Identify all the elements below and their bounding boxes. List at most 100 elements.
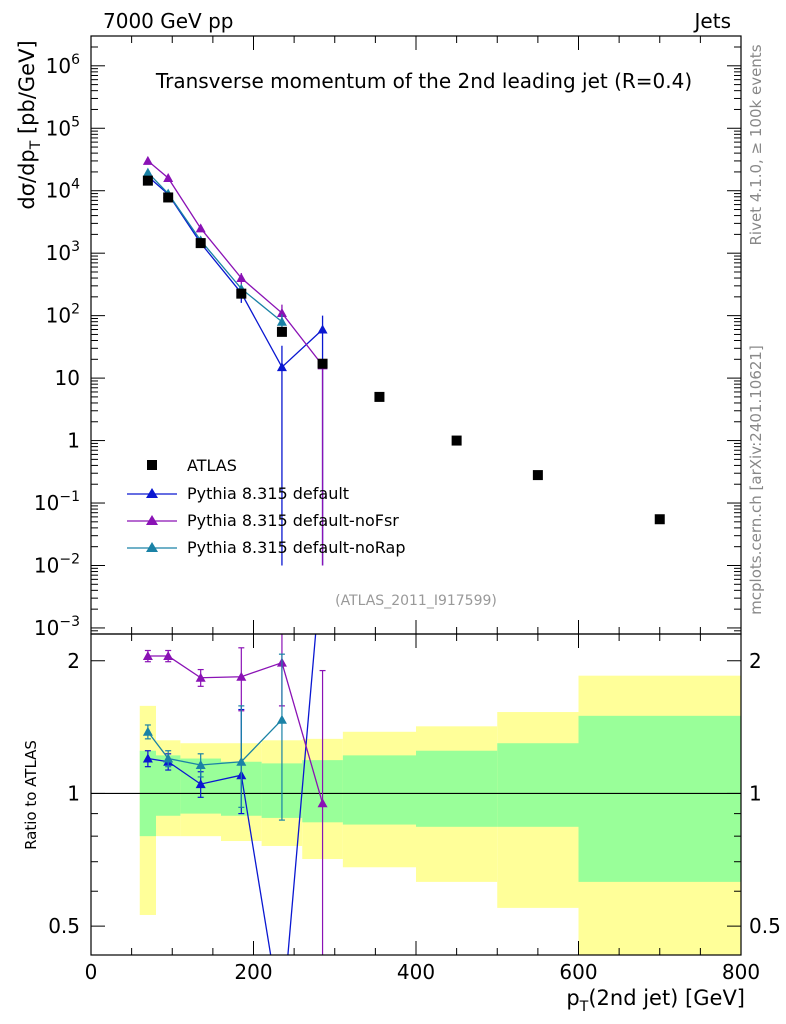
- main-ytick-label-exp-4: 2: [71, 302, 80, 318]
- main-ytick-label-exp-0: 6: [71, 52, 80, 68]
- ratio-series-1-point-5: [317, 798, 328, 808]
- main-data-point-7: [451, 435, 462, 446]
- main-ytick-label-4: 102: [46, 302, 80, 328]
- main-series-1-point-2: [195, 223, 206, 233]
- ratio-series-1-line: [147, 655, 324, 804]
- main-ytick-label-base-6: 1: [67, 429, 80, 453]
- main-ytick-label-base-7: 10: [34, 491, 59, 515]
- main-ytick-label-9: 10−3: [34, 614, 80, 640]
- main-series-2-point-0: [142, 167, 153, 177]
- legend-marker-default: [146, 488, 158, 498]
- ratio-uncertainty-bands: [91, 675, 741, 955]
- legend-label-norap: Pythia 8.315 default-noRap: [187, 538, 405, 557]
- main-ytick-label-exp-2: 4: [71, 177, 80, 193]
- ratio-xtick-label-2: 400: [397, 960, 435, 984]
- main-series-0-point-4: [276, 362, 287, 372]
- energy-label: 7000 GeV pp: [103, 9, 234, 33]
- main-data-point-4: [276, 326, 287, 337]
- main-ytick-label-2: 104: [46, 177, 80, 203]
- main-series-1-point-1: [163, 172, 174, 182]
- main-data-point-2: [195, 238, 206, 249]
- ratio-series-2-point-4: [276, 714, 287, 724]
- main-data-point-6: [374, 391, 385, 402]
- main-series-2-point-4: [276, 316, 287, 326]
- main-ytick-label-8: 10−2: [34, 551, 80, 577]
- main-data-point-9: [654, 514, 665, 525]
- ratio-ytick-label-right-2: 0.5: [749, 914, 781, 938]
- main-ytick-label-exp-7: −1: [59, 489, 80, 505]
- ratio-band-green-8: [497, 743, 579, 827]
- main-ytick-label-exp-3: 3: [71, 239, 80, 255]
- ratio-plot-marks: [142, 634, 328, 955]
- ratio-xtick-label-1: 200: [234, 960, 272, 984]
- main-series-1-point-3: [236, 273, 247, 283]
- legend-marker-atlas: [147, 460, 157, 470]
- rivet-side-label: Rivet 4.1.0, ≥ 100k events: [747, 44, 765, 245]
- x-axis-label-text: p: [566, 986, 579, 1010]
- main-ytick-label-6: 1: [67, 429, 80, 453]
- main-ytick-label-exp-8: −2: [59, 551, 80, 567]
- main-data-point-3: [236, 288, 247, 299]
- ratio-series-2-point-3: [236, 756, 247, 766]
- ratio-ytick-label-right-1: 1: [749, 781, 762, 805]
- main-y-axis-label-sub: T: [28, 140, 44, 150]
- main-ytick-label-7: 10−1: [34, 489, 80, 515]
- legend-label-atlas: ATLAS: [187, 456, 237, 475]
- main-series-0-line: [147, 175, 324, 369]
- ratio-x-axis-label: pT(2nd jet) [GeV]: [566, 986, 745, 1015]
- main-ytick-label-base-5: 10: [55, 366, 80, 390]
- ratio-xtick-label-0: 0: [85, 960, 98, 984]
- main-ytick-label-exp-1: 5: [71, 114, 80, 130]
- analysis-id-label: (ATLAS_2011_I917599): [335, 593, 497, 609]
- main-data-point-1: [163, 192, 174, 203]
- main-series-1-point-4: [276, 308, 287, 318]
- ratio-xtick-label-4: 800: [722, 960, 760, 984]
- ratio-ytick-label-left-1: 1: [67, 781, 80, 805]
- main-series-1-point-0: [142, 155, 153, 165]
- plot-title: Transverse momentum of the 2nd leading j…: [155, 69, 692, 93]
- legend-marker-nofsr: [146, 515, 158, 525]
- legend-label-default: Pythia 8.315 default: [187, 484, 349, 503]
- main-ytick-label-base-2: 10: [46, 179, 71, 203]
- ratio-series-1-point-0: [142, 651, 153, 661]
- x-axis-label-sub: T: [579, 999, 589, 1015]
- legend-label-nofsr: Pythia 8.315 default-noFsr: [187, 511, 399, 530]
- ratio-series-1-point-1: [163, 651, 174, 661]
- category-label: Jets: [693, 9, 731, 33]
- main-ytick-label-base-1: 10: [46, 116, 71, 140]
- main-series-0-point-5: [317, 324, 328, 334]
- main-data-point-8: [532, 470, 543, 481]
- ratio-ytick-label-left-0: 2: [67, 649, 80, 673]
- main-y-axis-label-text: dσ/dp: [15, 149, 39, 209]
- main-y-axis-label: dσ/dpT [pb/GeV]: [15, 40, 44, 209]
- ratio-series-1-point-3: [236, 671, 247, 681]
- main-ytick-label-base-8: 10: [34, 553, 59, 577]
- main-ytick-label-base-9: 10: [34, 616, 59, 640]
- ratio-series-1-point-2: [195, 672, 206, 682]
- main-ytick-label-1: 105: [46, 114, 80, 140]
- main-ytick-label-5: 10: [55, 366, 80, 390]
- main-ytick-label-exp-9: −3: [59, 614, 80, 630]
- ratio-series-2-point-2: [195, 760, 206, 770]
- ratio-ytick-label-right-0: 2: [749, 649, 762, 673]
- main-data-point-0: [142, 175, 153, 186]
- ratio-series-2-point-1: [163, 753, 174, 763]
- mcplots-side-label: mcplots.cern.ch [arXiv:2401.10621]: [747, 345, 765, 615]
- legend-marker-norap: [146, 542, 158, 552]
- x-axis-label-rest: (2nd jet) [GeV]: [588, 986, 745, 1010]
- main-ytick-label-3: 103: [46, 239, 80, 265]
- ratio-band-green-9: [578, 715, 741, 882]
- main-series-1-line: [147, 160, 324, 366]
- legend: ATLAS Pythia 8.315 default Pythia 8.315 …: [127, 456, 405, 557]
- main-y-axis-label-unit: [pb/GeV]: [15, 40, 39, 140]
- main-plot-marks: [142, 155, 665, 566]
- ratio-series-0-point-0: [142, 753, 153, 763]
- ratio-band-green-7: [416, 750, 498, 827]
- ratio-y-axis-label: Ratio to ATLAS: [22, 740, 40, 850]
- main-ytick-label-base-3: 10: [46, 241, 71, 265]
- ratio-series-0-point-2: [195, 779, 206, 789]
- ratio-series-2-point-0: [142, 726, 153, 736]
- ratio-xtick-label-3: 600: [559, 960, 597, 984]
- main-ytick-label-base-0: 10: [46, 54, 71, 78]
